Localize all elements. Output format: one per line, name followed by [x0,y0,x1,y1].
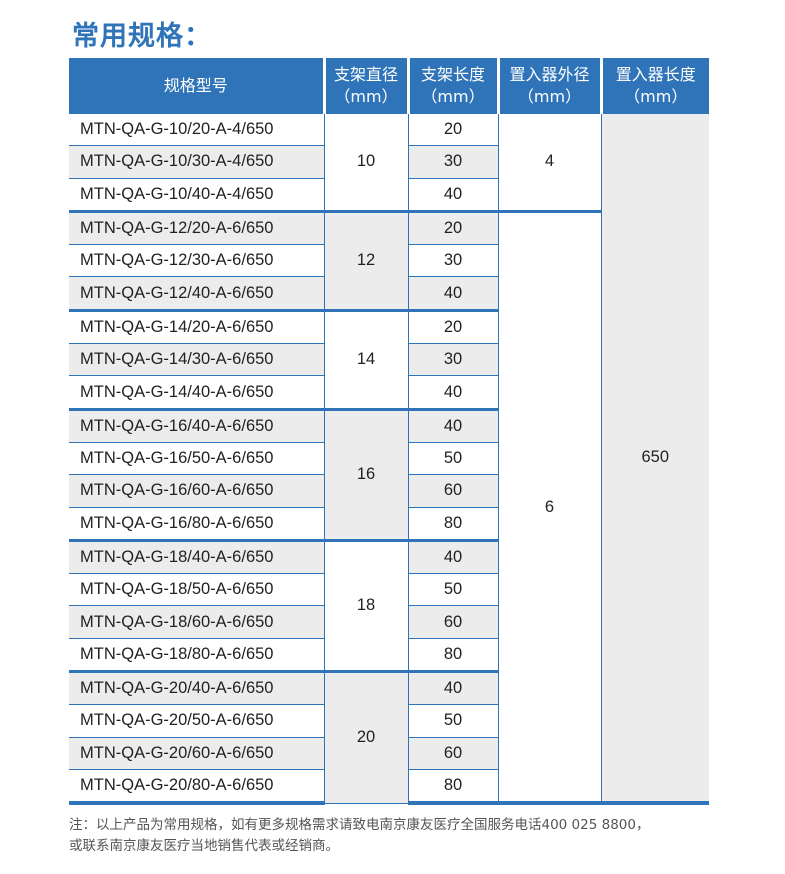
page-title: 常用规格： [72,21,212,52]
model-cell: MTN-QA-G-16/80-A-6/650 [69,506,325,541]
table-row: MTN-QA-G-10/20-A-4/650 10 20 4 650 [69,112,709,806]
length-cell: 20 [407,209,499,246]
length-cell: 40 [407,538,499,575]
model-cell: MTN-QA-G-20/40-A-6/650 [69,670,325,706]
spec-table: 规格型号 支架直径 （mm） 支架长度 （mm） 置入器外径 （mm） 置入器长度 （m… [69,58,709,806]
model-cell: MTN-QA-G-10/40-A-4/650 [69,177,325,212]
footnote: 注：以上产品为常用规格，如有更多规格需求请致电南京康友医疗全国服务电话400 0… [69,815,649,857]
table-row: MTN-QA-G-14/30-A-6/650 30 [69,343,709,377]
model-cell: MTN-QA-G-18/40-A-6/650 [69,538,325,575]
length-cell: 40 [407,276,499,311]
table-row: MTN-QA-G-14/40-A-6/650 40 [69,375,709,410]
table-row: MTN-QA-G-14/20-A-6/650 14 20 [69,308,709,410]
outer-diameter-cell: 4 [497,113,602,212]
length-cell: 60 [407,474,499,508]
length-cell: 30 [407,244,499,278]
table-row: MTN-QA-G-18/80-A-6/650 80 [69,637,709,673]
length-cell: 40 [407,407,499,443]
model-cell: MTN-QA-G-14/40-A-6/650 [69,375,325,410]
model-cell: MTN-QA-G-18/80-A-6/650 [69,637,325,673]
model-cell: MTN-QA-G-14/20-A-6/650 [69,308,325,345]
length-cell: 80 [407,768,499,806]
length-cell: 60 [407,736,499,770]
table-row: MTN-QA-G-12/30-A-6/650 30 [69,244,709,278]
table-row: MTN-QA-G-20/80-A-6/650 80 [69,768,709,806]
length-cell: 50 [407,573,499,607]
length-cell: 50 [407,704,499,738]
model-cell: MTN-QA-G-12/20-A-6/650 [69,209,325,246]
model-cell: MTN-QA-G-16/60-A-6/650 [69,474,325,508]
diameter-cell: 20 [323,670,409,804]
table-row: MTN-QA-G-10/40-A-4/650 40 [69,177,709,212]
length-cell: 30 [407,145,499,179]
model-cell: MTN-QA-G-18/50-A-6/650 [69,573,325,607]
length-cell: 30 [407,343,499,377]
diameter-cell: 18 [323,538,409,673]
table-row: MTN-QA-G-18/50-A-6/650 50 [69,573,709,607]
model-cell: MTN-QA-G-16/50-A-6/650 [69,441,325,476]
model-cell: MTN-QA-G-14/30-A-6/650 [69,343,325,377]
length-cell: 80 [407,637,499,673]
table-header: 规格型号 支架直径 （mm） 支架长度 （mm） 置入器外径 （mm） 置入器长度 （m… [69,58,709,114]
footnote-line: 或联系南京康友医疗当地销售代表或经销商。 [69,838,339,854]
table-row: MTN-QA-G-16/80-A-6/650 80 [69,506,709,541]
table-row: MTN-QA-G-18/60-A-6/650 60 [69,605,709,639]
footnote-line: 注：以上产品为常用规格，如有更多规格需求请致电南京康友医疗全国服务电话400 0… [69,817,650,833]
model-cell: MTN-QA-G-18/60-A-6/650 [69,605,325,639]
introducer-length-cell: 650 [600,113,709,806]
table-row: MTN-QA-G-20/50-A-6/650 50 [69,704,709,738]
header-model: 规格型号 [69,58,324,114]
diameter-cell: 14 [323,308,409,410]
header-length: 支架长度 （mm） [406,58,498,114]
length-cell: 40 [407,670,499,706]
length-cell: 60 [407,605,499,639]
table-row: MTN-QA-G-18/40-A-6/650 18 40 [69,538,709,673]
length-cell: 40 [407,375,499,410]
diameter-cell: 12 [323,209,409,311]
length-cell: 20 [407,112,499,147]
header-introducer-length: 置入器长度 （mm） [599,58,709,114]
model-cell: MTN-QA-G-20/50-A-6/650 [69,704,325,738]
model-cell: MTN-QA-G-20/80-A-6/650 [69,768,325,806]
model-cell: MTN-QA-G-12/30-A-6/650 [69,244,325,278]
model-cell: MTN-QA-G-12/40-A-6/650 [69,276,325,311]
length-cell: 50 [407,441,499,476]
model-cell: MTN-QA-G-16/40-A-6/650 [69,407,325,443]
table-row: MTN-QA-G-16/60-A-6/650 60 [69,474,709,508]
table-row: MTN-QA-G-20/40-A-6/650 20 40 [69,670,709,804]
table-row: MTN-QA-G-12/40-A-6/650 40 [69,276,709,311]
model-cell: MTN-QA-G-20/60-A-6/650 [69,736,325,770]
header-outer-diameter: 置入器外径 （mm） [496,58,601,114]
table-row: MTN-QA-G-12/20-A-6/650 12 20 6 [69,209,709,806]
length-cell: 40 [407,177,499,212]
model-cell: MTN-QA-G-10/30-A-4/650 [69,145,325,179]
outer-diameter-cell: 6 [497,209,602,806]
table-row: MTN-QA-G-10/30-A-4/650 30 [69,145,709,179]
table-row: MTN-QA-G-20/60-A-6/650 60 [69,736,709,770]
model-cell: MTN-QA-G-10/20-A-4/650 [69,112,325,147]
diameter-cell: 10 [323,113,409,212]
diameter-cell: 16 [323,407,409,541]
header-diameter: 支架直径 （mm） [322,58,408,114]
length-cell: 20 [407,308,499,345]
length-cell: 80 [407,506,499,541]
